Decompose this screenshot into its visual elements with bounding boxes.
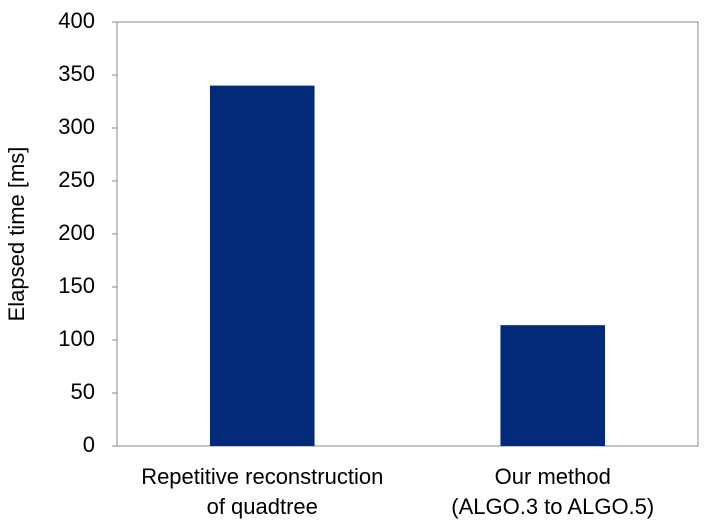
plot-frame <box>116 21 699 447</box>
y-tick-label: 400 <box>58 8 95 33</box>
y-tick-label: 350 <box>58 61 95 86</box>
x-tick-label: Repetitive reconstruction of quadtree <box>141 464 383 519</box>
y-axis-label: Elapsed time [ms] <box>4 147 29 322</box>
bar <box>209 85 315 446</box>
y-tick-label: 100 <box>58 326 95 351</box>
y-tick-label: 50 <box>71 379 95 404</box>
y-tick-label: 250 <box>58 167 95 192</box>
x-tick-label: Our method (ALGO.3 to ALGO.5) <box>451 464 654 519</box>
bar <box>500 325 606 446</box>
y-tick-label: 200 <box>58 220 95 245</box>
y-tick-label: 150 <box>58 273 95 298</box>
y-tick-label: 300 <box>58 114 95 139</box>
y-tick-label: 0 <box>83 432 95 457</box>
